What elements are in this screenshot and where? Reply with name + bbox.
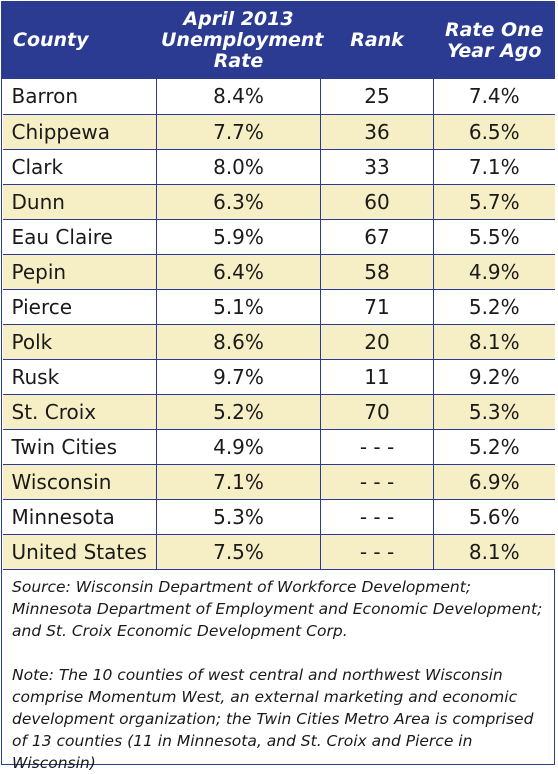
rate-cell: 7.5% — [156, 534, 321, 570]
table-row: Minnesota 5.3% - - -5.6% — [2, 499, 555, 535]
rate-header-line1: April 2013 — [183, 8, 294, 30]
rate-cell: 8.4% — [156, 79, 321, 115]
rate-cell: 5.1% — [156, 289, 321, 325]
rate-year-ago-cell: 8.1% — [433, 534, 555, 570]
rate-header-line2: Unemployment — [161, 29, 324, 51]
county-cell: Clark — [2, 149, 157, 185]
table-row: United States 7.5% - - -8.1% — [2, 534, 555, 570]
table-row: Pepin 6.4% 58 4.9% — [2, 254, 555, 290]
rate-year-ago-cell: 6.5% — [433, 114, 555, 150]
rank-cell: 33 — [320, 149, 434, 185]
table-row: Wisconsin 7.1% - - -6.9% — [2, 464, 555, 500]
rate-cell: 8.6% — [156, 324, 321, 360]
rate-year-ago-cell: 5.2% — [433, 429, 555, 465]
rank-cell: 25 — [320, 79, 434, 115]
rate-year-ago-cell: 5.2% — [433, 289, 555, 325]
county-column-header: County — [2, 2, 157, 79]
rank-cell: 71 — [320, 289, 434, 325]
rate-year-ago-cell: 7.4% — [433, 79, 555, 115]
rate-header-line3: Rate — [213, 50, 264, 72]
county-header-label: County — [13, 29, 89, 51]
county-cell: Chippewa — [2, 114, 157, 150]
county-cell: Polk — [2, 324, 157, 360]
rank-cell: - - - — [320, 464, 434, 500]
county-cell: Eau Claire — [2, 219, 157, 255]
rate-cell: 5.9% — [156, 219, 321, 255]
rate-year-ago-cell: 5.6% — [433, 499, 555, 535]
county-cell: Dunn — [2, 184, 157, 220]
table-row: Eau Claire 5.9% 67 5.5% — [2, 219, 555, 255]
rate-year-ago-cell: 4.9% — [433, 254, 555, 290]
rank-cell: 70 — [320, 394, 434, 430]
rank-cell: 67 — [320, 219, 434, 255]
rank-cell: - - - — [320, 499, 434, 535]
rate-cell: 6.4% — [156, 254, 321, 290]
rank-column-header: Rank — [320, 2, 434, 79]
rate-year-ago-cell: 5.5% — [433, 219, 555, 255]
county-cell: Rusk — [2, 359, 157, 395]
rank-cell: - - - — [320, 429, 434, 465]
rank-cell: 58 — [320, 254, 434, 290]
rate-cell: 6.3% — [156, 184, 321, 220]
rate-cell: 8.0% — [156, 149, 321, 185]
rate-cell: 9.7% — [156, 359, 321, 395]
rank-cell: 36 — [320, 114, 434, 150]
rate-year-ago-cell: 5.3% — [433, 394, 555, 430]
rate-cell: 7.7% — [156, 114, 321, 150]
table-row: Twin Cities 4.9% - - -5.2% — [2, 429, 555, 465]
county-cell: Pepin — [2, 254, 157, 290]
source-note: Source: Wisconsin Department of Workforc… — [12, 578, 543, 640]
rate-cell: 7.1% — [156, 464, 321, 500]
county-cell: Minnesota — [2, 499, 157, 535]
rate-cell: 5.2% — [156, 394, 321, 430]
county-cell: Twin Cities — [2, 429, 157, 465]
table-row: Rusk 9.7% 11 9.2% — [2, 359, 555, 395]
explanatory-note: Note: The 10 counties of west central an… — [12, 666, 534, 772]
rate-year-ago-cell: 6.9% — [433, 464, 555, 500]
rank-header-label: Rank — [350, 29, 404, 51]
rank-cell: 20 — [320, 324, 434, 360]
year-ago-header-line2: Year Ago — [447, 39, 542, 62]
county-cell: St. Croix — [2, 394, 157, 430]
county-cell: Wisconsin — [2, 464, 157, 500]
table-notes: Source: Wisconsin Department of Workforc… — [2, 569, 554, 774]
rate-year-ago-cell: 5.7% — [433, 184, 555, 220]
rank-cell: 60 — [320, 184, 434, 220]
rate-year-ago-column-header: Rate One Year Ago — [433, 2, 555, 79]
table-row: Barron 8.4% 25 7.4% — [2, 79, 555, 115]
table-row: Polk 8.6% 20 8.1% — [2, 324, 555, 360]
rate-column-header: April 2013 Unemployment Rate — [156, 2, 324, 79]
county-cell: Barron — [2, 79, 157, 115]
county-cell: United States — [2, 534, 157, 570]
table-row: Pierce 5.1% 71 5.2% — [2, 289, 555, 325]
county-cell: Pierce — [2, 289, 157, 325]
table-row: Chippewa 7.7% 36 6.5% — [2, 114, 555, 150]
table-header-row: County April 2013 Unemployment Rate Rank… — [2, 2, 555, 79]
rank-cell: 11 — [320, 359, 434, 395]
rate-year-ago-cell: 9.2% — [433, 359, 555, 395]
rank-cell: - - - — [320, 534, 434, 570]
rate-cell: 5.3% — [156, 499, 321, 535]
table-row: Clark 8.0% 33 7.1% — [2, 149, 555, 185]
rate-cell: 4.9% — [156, 429, 321, 465]
unemployment-table: County April 2013 Unemployment Rate Rank… — [2, 2, 555, 570]
year-ago-header-line1: Rate One — [444, 18, 544, 41]
table-body: Barron 8.4% 25 7.4% Chippewa 7.7% 36 6.5% Clark 8… — [2, 79, 555, 570]
table-row: St. Croix 5.2% 70 5.3% — [2, 394, 555, 430]
table-row: Dunn 6.3% 60 5.7% — [2, 184, 555, 220]
rate-year-ago-cell: 8.1% — [433, 324, 555, 360]
rate-year-ago-cell: 7.1% — [433, 149, 555, 185]
